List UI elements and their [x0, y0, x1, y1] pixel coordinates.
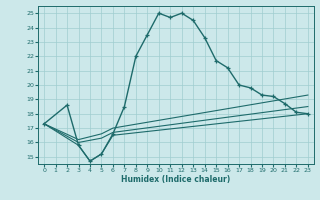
X-axis label: Humidex (Indice chaleur): Humidex (Indice chaleur) [121, 175, 231, 184]
